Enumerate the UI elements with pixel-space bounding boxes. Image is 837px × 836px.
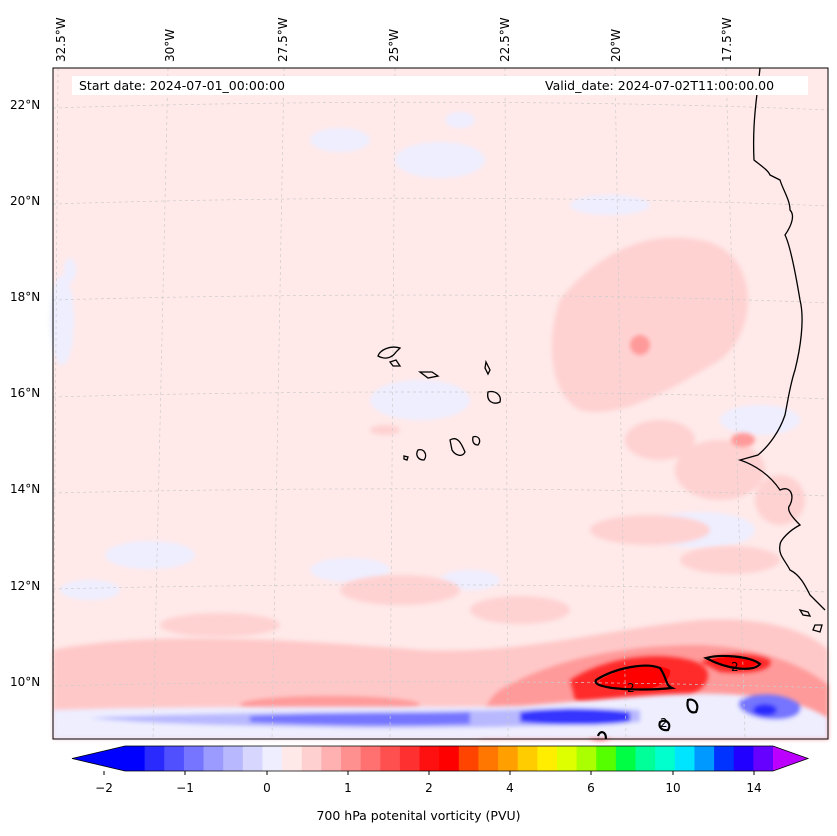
colorbar-tick-label: 10 [665, 781, 681, 795]
colorbar-segment [341, 746, 362, 771]
colorbar-tick-label: 4 [506, 781, 514, 795]
colorbar-segment [439, 746, 460, 771]
lon-label: 22.5°W [498, 17, 512, 62]
colorbar-tick-label: −1 [176, 781, 194, 795]
colorbar [71, 745, 810, 775]
lon-label: 30°W [163, 28, 177, 62]
colorbar-tick-label: 6 [587, 781, 595, 795]
colorbar-segment [183, 746, 205, 771]
colorbar-segment [478, 746, 499, 771]
lon-label: 20°W [609, 28, 623, 62]
colorbar-segment [458, 746, 479, 771]
colorbar-segment [498, 746, 519, 771]
lon-label: 32.5°W [54, 17, 68, 62]
colorbar-segment [399, 746, 421, 771]
graticule [52, 67, 829, 740]
colorbar-over-arrow [773, 746, 808, 771]
pv-2-contours [594, 654, 762, 740]
start-date: Start date: 2024-07-01_00:00:00 [79, 78, 285, 93]
lat-label: 14°N [10, 482, 41, 496]
colorbar-segment [596, 746, 617, 771]
colorbar-tick-label: 0 [263, 781, 271, 795]
colorbar-segment [164, 746, 185, 771]
colorbar-segment [301, 746, 322, 771]
lat-label: 20°N [10, 194, 41, 208]
coastlines [377, 67, 826, 633]
colorbar-segment [321, 746, 342, 771]
colorbar-segment [125, 746, 146, 771]
colorbar-segment [360, 746, 381, 771]
colorbar-tick-label: 2 [425, 781, 433, 795]
colorbar-segment [694, 746, 715, 771]
colorbar-segment [753, 746, 774, 771]
lat-label: 12°N [10, 579, 41, 593]
lat-label: 22°N [10, 98, 41, 112]
colorbar-segment [242, 746, 263, 771]
contour-label: 2 [627, 681, 635, 695]
colorbar-segment [655, 746, 676, 771]
colorbar-segment [714, 746, 735, 771]
contour-label: 2 [731, 660, 739, 674]
lat-label: 16°N [10, 386, 41, 400]
colorbar-tick-label: −2 [95, 781, 113, 795]
colorbar-segment [635, 746, 656, 771]
colorbar-tick-label: 14 [746, 781, 762, 795]
lon-label: 17.5°W [720, 17, 734, 62]
colorbar-under-arrow [72, 746, 125, 771]
colorbar-segment [517, 746, 538, 771]
lat-label: 10°N [10, 675, 41, 689]
lat-label: 18°N [10, 290, 41, 304]
lon-label: 27.5°W [276, 17, 290, 62]
colorbar-title: 700 hPa potenital vorticity (PVU) [316, 808, 521, 823]
colorbar-segment [282, 746, 303, 771]
contour-label: 2 [660, 716, 668, 730]
colorbar-segment [733, 746, 754, 771]
colorbar-segment [674, 746, 695, 771]
colorbar-segment [576, 746, 597, 771]
pv-field [50, 112, 828, 740]
colorbar-segment [419, 746, 440, 771]
colorbar-tick-label: 1 [344, 781, 352, 795]
colorbar-segment [203, 746, 224, 771]
colorbar-segment [615, 746, 637, 771]
lon-label: 25°W [387, 28, 401, 62]
colorbar-segment [537, 746, 558, 771]
colorbar-segment [144, 746, 165, 771]
colorbar-segment [262, 746, 283, 771]
colorbar-outline [71, 745, 810, 772]
map-frame [52, 67, 829, 740]
colorbar-segment [223, 746, 244, 771]
header-box [72, 76, 808, 95]
contour-labels: 2 2 2 [627, 660, 739, 730]
colorbar-segment [557, 746, 578, 771]
colorbar-segment [380, 746, 401, 771]
valid-date: Valid_date: 2024-07-02T11:00:00.00 [545, 78, 775, 93]
